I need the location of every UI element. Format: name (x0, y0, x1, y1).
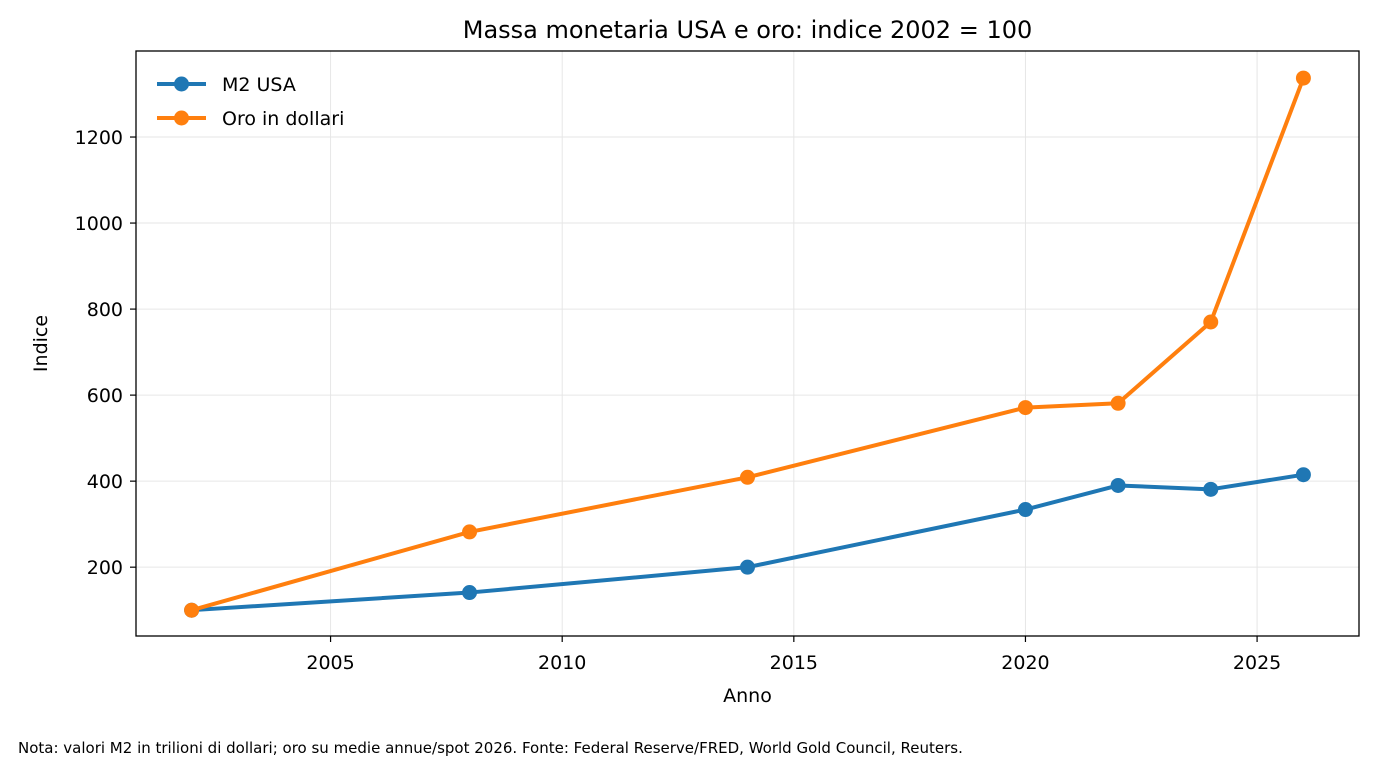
series-line-1 (189, 472, 1306, 613)
data-point (462, 524, 478, 540)
data-point (1295, 70, 1311, 86)
data-point (740, 469, 755, 485)
x-tick-label: 2005 (306, 652, 354, 674)
legend-marker (174, 110, 189, 126)
y-tick-label: 200 (87, 557, 123, 579)
grid (136, 51, 1359, 636)
x-axis-label: Anno (723, 685, 772, 707)
plot-frame (135, 50, 1360, 637)
legend-label: Oro in dollari (222, 108, 344, 130)
x-tick-label: 2020 (1001, 652, 1049, 674)
data-point (1203, 481, 1219, 497)
data-point (1110, 477, 1126, 493)
y-tick-label: 800 (87, 299, 123, 321)
chart-title: Massa monetaria USA e oro: indice 2002 =… (463, 16, 1033, 44)
data-point (740, 559, 755, 575)
y-tick-label: 600 (87, 385, 123, 407)
x-tick-label: 2025 (1233, 652, 1281, 674)
axis-ticks: 2005 2010 2015 2020 2025 200 400 600 800 1000 1200 (75, 127, 1282, 674)
data-point (1110, 395, 1126, 411)
legend-marker (174, 76, 189, 92)
data-point (184, 602, 200, 618)
x-tick-label: 2010 (538, 652, 586, 674)
data-point (1017, 502, 1033, 518)
x-tick-label: 2015 (770, 652, 818, 674)
data-point (462, 585, 478, 601)
series-line-2 (189, 76, 1306, 613)
footnote: Nota: valori M2 in trilioni di dollari; … (18, 739, 963, 757)
data-point (1295, 467, 1311, 483)
legend: M2 USA Oro in dollari (157, 74, 344, 130)
y-axis-label: Indice (30, 315, 52, 372)
series-layer (184, 70, 1311, 618)
line-chart: 2005 2010 2015 2020 2025 200 400 600 800 1000 1200… (30, 16, 1360, 707)
data-point (1017, 400, 1033, 416)
y-tick-label: 1000 (75, 213, 123, 235)
data-point (1203, 314, 1219, 330)
y-tick-label: 400 (87, 471, 123, 493)
y-tick-label: 1200 (75, 127, 123, 149)
legend-label: M2 USA (222, 74, 296, 96)
